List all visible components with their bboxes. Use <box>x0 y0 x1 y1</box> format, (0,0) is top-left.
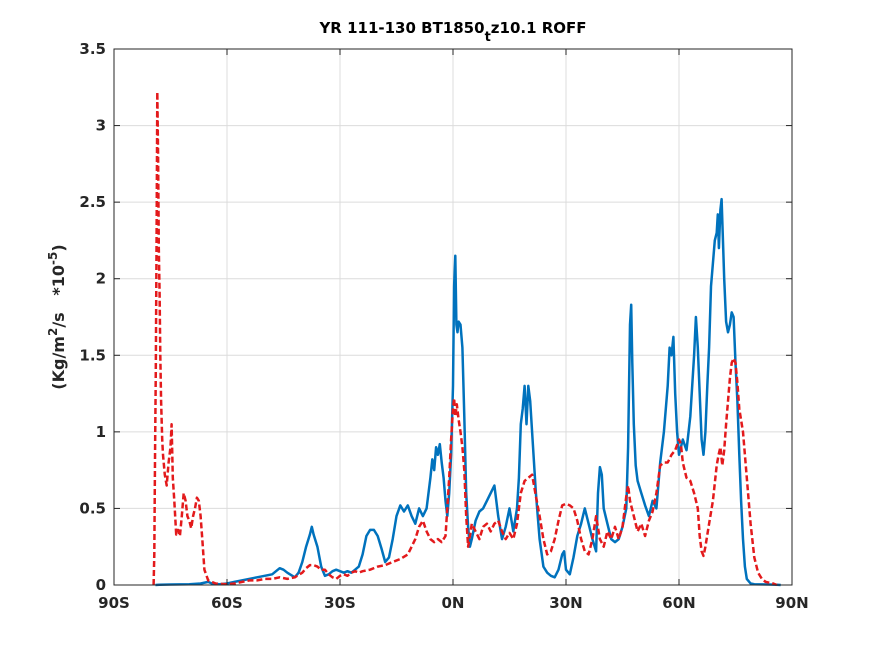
y-tick-label: 0 <box>96 576 106 594</box>
x-tick-label: 30S <box>324 594 356 612</box>
y-tick-label: 0.5 <box>79 499 106 517</box>
series-layer <box>152 90 781 587</box>
tick-marks <box>113 48 793 586</box>
y-axis-label-mid: /s *10 <box>49 265 68 328</box>
chart-title-tail: z10.1 ROFF <box>491 19 587 37</box>
chart-title-subscript: t <box>485 30 491 45</box>
y-axis-label-sup2: -5 <box>46 252 60 265</box>
x-tick-label: 60S <box>211 594 243 612</box>
y-axis-label-end: ) <box>49 244 68 251</box>
series-line-1 <box>155 197 781 587</box>
y-tick-label: 3.5 <box>79 40 106 58</box>
y-tick-label: 1.5 <box>79 346 106 364</box>
x-tick-label: 60N <box>662 594 695 612</box>
chart-title: YR 111-130 BT1850tz10.1 ROFF <box>318 19 586 45</box>
y-axis-label-sup1: 2 <box>46 328 60 336</box>
y-tick-label: 2 <box>96 270 106 288</box>
y-tick-label: 2.5 <box>79 193 106 211</box>
x-tick-label: 0N <box>442 594 465 612</box>
chart-title-main: YR 111-130 BT1850 <box>318 19 484 37</box>
x-tick-label: 90N <box>775 594 808 612</box>
y-tick-label: 3 <box>96 117 106 135</box>
y-tick-labels: 0 0.5 1 1.5 2 2.5 3 3.5 <box>79 40 106 594</box>
x-tick-labels: 90S 60S 30S 0N 30N 60N 90N <box>98 594 809 612</box>
x-tick-label: 30N <box>549 594 582 612</box>
x-tick-label: 90S <box>98 594 130 612</box>
y-axis-label-main: (Kg/m <box>49 336 68 390</box>
y-axis-label: (Kg/m2/s *10-5) <box>46 244 68 389</box>
y-tick-label: 1 <box>96 423 106 441</box>
series-line-2 <box>152 90 778 587</box>
